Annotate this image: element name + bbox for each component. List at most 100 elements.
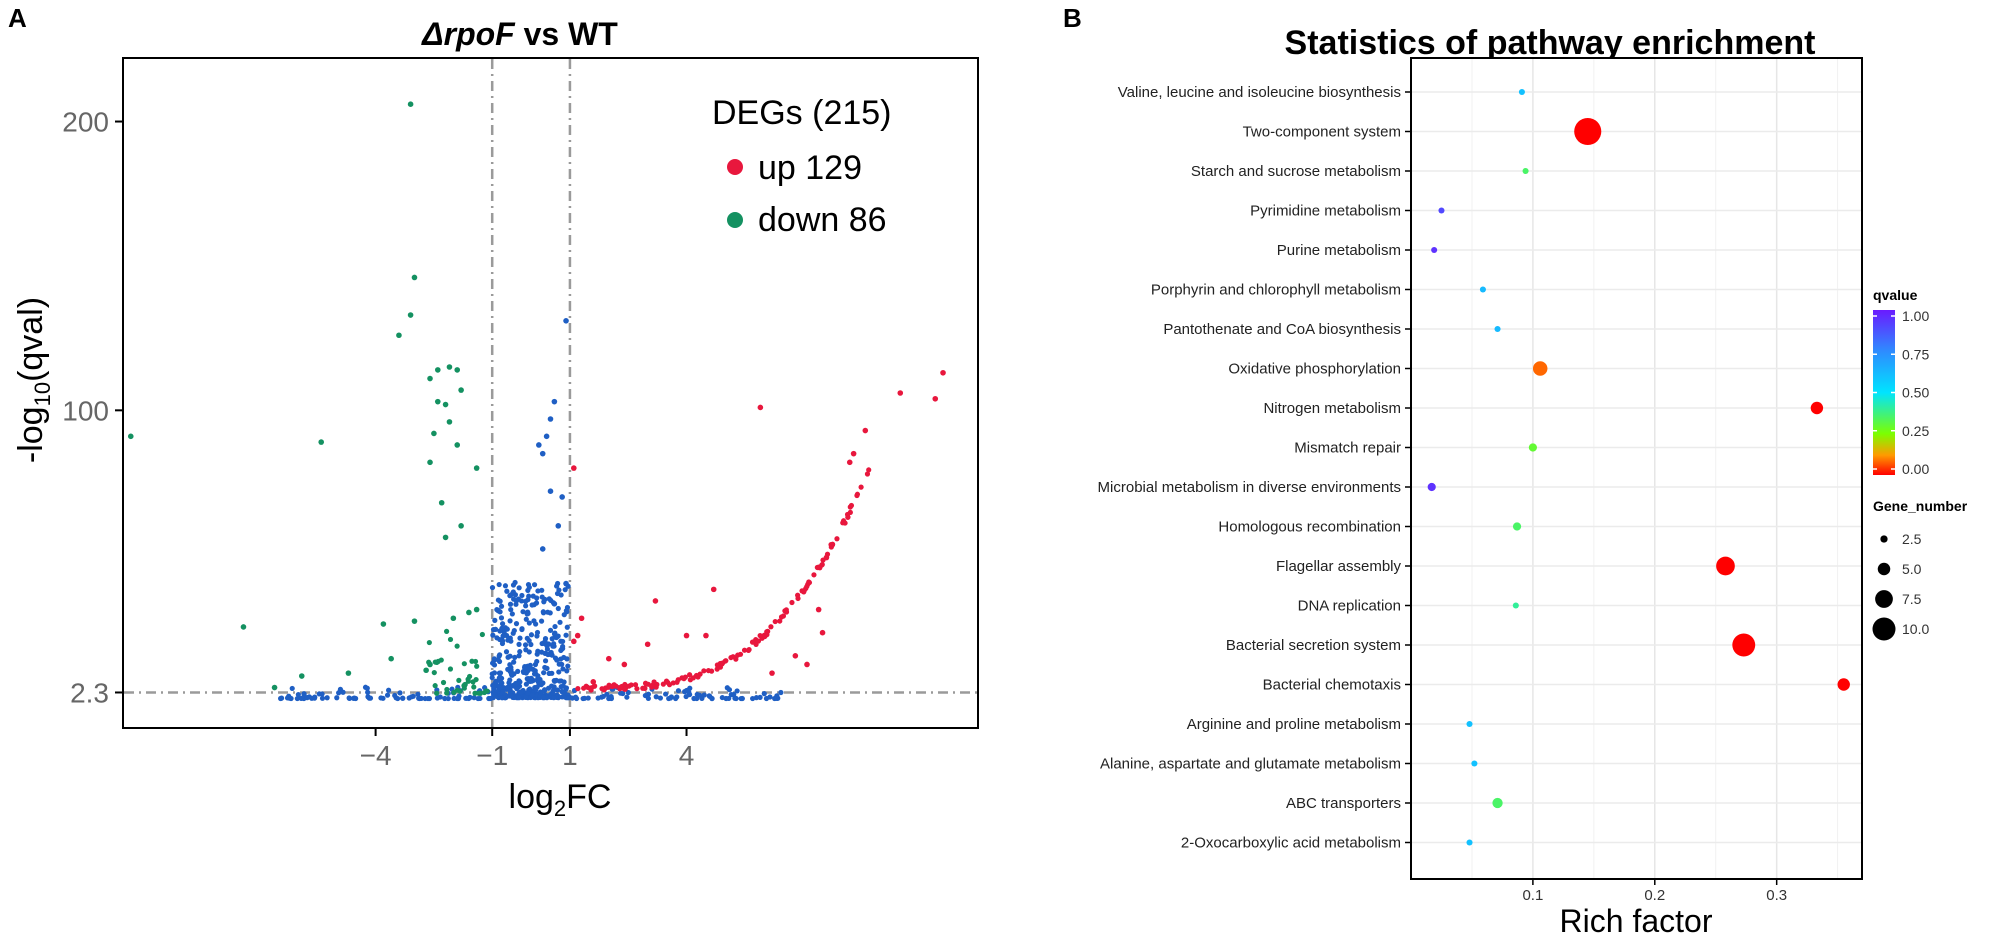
ns-point [554, 687, 561, 693]
down-point [271, 684, 278, 691]
up-point [708, 668, 715, 674]
ns-point [699, 695, 705, 701]
ns-point [504, 626, 510, 632]
down-point [407, 312, 414, 318]
up-point [730, 654, 736, 660]
down-point [432, 659, 438, 665]
ns-point [545, 641, 552, 647]
ns-point [507, 593, 513, 599]
pathway-bubble [1431, 246, 1438, 254]
ns-point [686, 689, 692, 696]
down-point [427, 661, 433, 668]
pathway-bubble [1837, 678, 1850, 691]
pathway-bubble [1810, 401, 1824, 415]
up-point [940, 369, 946, 376]
ns-point [304, 695, 310, 701]
panel-b: B Statistics of pathway enrichment Valin… [1063, 3, 1968, 937]
down-point [471, 684, 477, 690]
up-point [848, 502, 855, 509]
ns-point [507, 677, 513, 683]
ns-point [560, 643, 566, 650]
ns-point [511, 659, 517, 665]
up-point [819, 562, 825, 568]
ns-point [415, 691, 421, 697]
size-legend-items: 2.5 5.0 7.5 10.0 [1872, 531, 1929, 641]
ns-point [517, 635, 523, 641]
category-label: 2-Oxocarboxylic acid metabolism [1181, 835, 1401, 852]
size-legend-label: 2.5 [1902, 531, 1922, 547]
ns-point [515, 668, 521, 674]
ns-point [492, 617, 498, 623]
ns-point [539, 450, 546, 457]
ns-point [294, 695, 300, 702]
up-point [768, 624, 774, 630]
ns-point [534, 595, 540, 601]
up-point [757, 632, 763, 639]
colorbar-ticks: 1.00 0.75 0.50 0.25 0.00 [1873, 308, 1929, 477]
ns-point [520, 609, 526, 615]
down-point [240, 624, 247, 630]
ns-point [533, 621, 539, 627]
size-legend-dot [1872, 617, 1896, 641]
ns-point [556, 661, 562, 667]
category-label: Homologous recombination [1218, 519, 1401, 536]
y-tick-label: 2.3 [70, 677, 109, 708]
up-point [644, 641, 651, 648]
volcano-points [127, 101, 946, 702]
down-point [454, 687, 460, 693]
ns-point [767, 694, 773, 700]
up-point [622, 686, 628, 692]
ns-point [617, 690, 624, 696]
ns-point [426, 695, 433, 702]
category-label: Nitrogen metabolism [1263, 400, 1401, 417]
ns-point [399, 695, 406, 701]
ns-point [525, 690, 531, 696]
up-point [703, 632, 709, 639]
pathway-bubble [1522, 167, 1529, 175]
up-point [789, 599, 795, 606]
ns-point [507, 618, 513, 624]
ns-point [510, 630, 516, 636]
pathway-bubble [1518, 88, 1525, 96]
ns-point [502, 583, 509, 589]
ns-point [516, 653, 522, 659]
down-point [454, 367, 461, 373]
ns-point [504, 588, 510, 594]
ns-point [525, 597, 531, 603]
ns-point [334, 695, 340, 701]
down-point [454, 643, 460, 649]
ns-point [539, 594, 545, 600]
ns-point [653, 694, 659, 700]
ns-point [778, 689, 784, 696]
ns-point [311, 695, 318, 701]
x-tick-label: 0.1 [1522, 887, 1543, 904]
colorbar-title: qvalue [1873, 287, 1918, 303]
ns-point [559, 494, 565, 500]
ns-point [513, 621, 520, 627]
up-point [714, 662, 720, 668]
pathway-bubble [1479, 286, 1486, 293]
up-point [710, 586, 717, 593]
ns-point [397, 690, 403, 696]
pathway-bubble [1512, 602, 1519, 609]
ns-point [534, 684, 540, 690]
ns-point [625, 689, 631, 696]
volcano-legend-up: up 129 [758, 149, 862, 187]
ns-point [565, 663, 571, 669]
ns-point [523, 681, 529, 687]
ns-point [563, 580, 569, 587]
down-point [411, 618, 418, 624]
down-point [438, 499, 445, 506]
ns-point [539, 546, 546, 552]
ns-point [518, 689, 524, 695]
pathway-bubble [1532, 361, 1548, 376]
ns-point [386, 687, 392, 693]
down-point [432, 683, 438, 689]
up-point [815, 606, 822, 613]
up-point [575, 686, 581, 692]
ns-point [545, 651, 551, 658]
up-point [792, 653, 799, 659]
up-point [854, 491, 861, 497]
ns-point [548, 683, 555, 689]
ns-point [491, 691, 497, 697]
